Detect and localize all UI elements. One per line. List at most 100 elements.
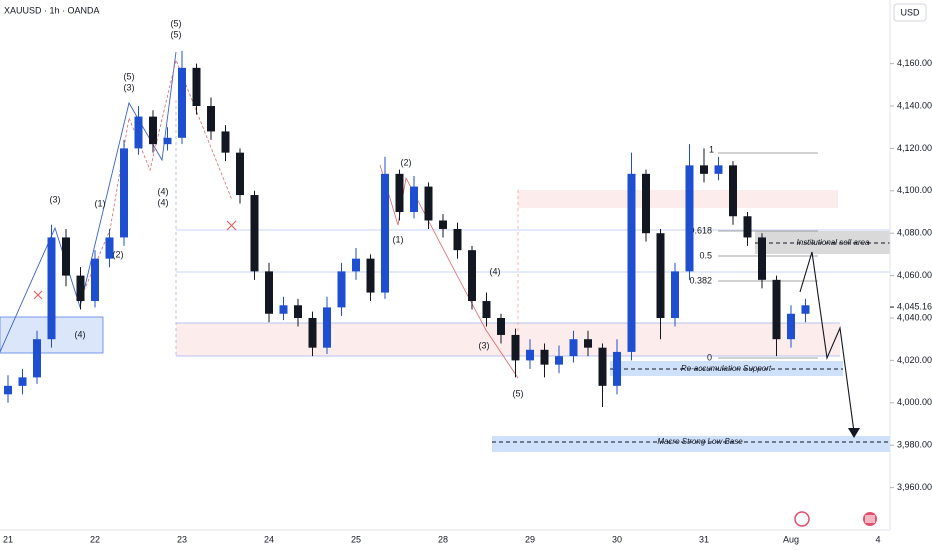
fib-label: 0	[707, 352, 712, 362]
candle-body	[656, 233, 665, 318]
y-tick-label: 4,140.000	[897, 100, 932, 110]
candle-body	[337, 271, 346, 308]
y-tick-label: 4,060.000	[897, 270, 932, 280]
candle-body	[540, 349, 549, 365]
wave-line	[379, 164, 519, 379]
x-tick-label: 24	[264, 534, 274, 544]
flag-icon	[865, 515, 875, 523]
candle-body	[91, 258, 99, 302]
candle-body	[439, 220, 447, 229]
wave-line	[79, 58, 233, 301]
candle-body	[381, 173, 389, 293]
y-tick-label: 4,160.000	[897, 58, 932, 68]
candle-body	[105, 237, 114, 259]
symbol: XAUUSD · 1h · OANDA	[4, 5, 100, 15]
candle-body	[511, 334, 520, 361]
candle-body	[149, 116, 157, 145]
y-tick-label: 3,980.000	[897, 440, 932, 450]
x-tick-label: 4	[875, 534, 880, 544]
candle-body	[613, 351, 621, 386]
candle-body	[120, 148, 128, 238]
x-tick-label: 21	[3, 534, 13, 544]
y-tick-label: 3,960.000	[897, 482, 932, 492]
zone	[176, 323, 840, 356]
last-price-label: 4,045.165	[897, 301, 932, 311]
candle-body	[250, 195, 259, 272]
fib-label: 1	[709, 144, 714, 154]
wave-label: (1)	[393, 234, 404, 244]
y-tick-label: 4,080.000	[897, 228, 932, 238]
candle-body	[729, 165, 737, 217]
wave-label: (5)	[124, 71, 135, 81]
candle-body	[627, 173, 636, 352]
candle-body	[598, 347, 607, 386]
candle-body	[265, 271, 273, 314]
x-tick-label: 30	[612, 534, 622, 544]
candle-body	[134, 116, 143, 149]
annotation: Macro Strong Low Base	[657, 437, 743, 446]
candle-body	[47, 237, 56, 340]
candle-body	[178, 67, 186, 138]
candle-body	[642, 173, 650, 234]
candle-body	[453, 228, 462, 251]
candle-body	[685, 165, 694, 272]
candle-body	[801, 305, 810, 314]
candle-body	[33, 339, 41, 378]
wave-label: (4)	[158, 186, 169, 196]
candle-body	[323, 307, 331, 348]
wave-label: (5)	[171, 18, 182, 28]
candle-body	[395, 173, 404, 212]
wave-label: (5)	[171, 29, 182, 39]
fib-label: 0.618	[689, 225, 712, 235]
arrow-head	[848, 428, 860, 438]
wave-label: (1)	[95, 198, 106, 208]
candle-body	[758, 237, 766, 280]
x-tick-label: 29	[525, 534, 535, 544]
wave-label: (3)	[50, 194, 61, 204]
wave-label: (2)	[113, 249, 124, 259]
candle-body	[526, 349, 534, 361]
currency-box[interactable]	[893, 3, 927, 22]
candle-body	[279, 305, 288, 314]
y-tick-label: 4,020.000	[897, 355, 932, 365]
candle-body	[236, 152, 244, 196]
candle-body	[18, 377, 27, 386]
candle-body	[207, 106, 215, 132]
support-zone	[610, 361, 843, 376]
candle-body	[294, 305, 302, 318]
candle-body	[497, 318, 505, 335]
base-zone	[492, 436, 890, 452]
candle-body	[555, 356, 563, 365]
x-tick-label: Aug	[783, 534, 799, 544]
wave-label: (3)	[124, 82, 135, 92]
candle-body	[787, 313, 795, 340]
candle-body	[221, 131, 230, 153]
candle-body	[671, 271, 679, 318]
candle-body	[62, 237, 70, 276]
candle-body	[192, 67, 201, 106]
wave-label: (3)	[479, 340, 490, 350]
wave-label: (4)	[75, 329, 86, 339]
fib-label: 0.5	[699, 250, 712, 260]
x-tick-label: 22	[90, 534, 100, 544]
y-tick-label: 4,000.000	[897, 397, 932, 407]
candle-body	[352, 258, 360, 272]
event-icon[interactable]	[794, 511, 810, 527]
annotation: Institutional sell area	[797, 238, 870, 247]
wave-label: (4)	[158, 197, 169, 207]
fib	[718, 152, 818, 359]
candle-body	[482, 301, 491, 318]
candle-body	[700, 165, 708, 174]
fib-label: 0.382	[689, 275, 712, 285]
sell-zone	[755, 231, 890, 254]
wave-label: (4)	[490, 266, 501, 276]
candle-body	[308, 318, 317, 348]
wave-label: (2)	[401, 157, 412, 167]
wave-label: (5)	[513, 388, 524, 398]
y-tick-label: 4,040.000	[897, 312, 932, 322]
x-mark	[33, 220, 237, 300]
candle-body	[163, 137, 172, 145]
candle-body	[714, 165, 723, 174]
x-tick-label: 31	[699, 534, 709, 544]
